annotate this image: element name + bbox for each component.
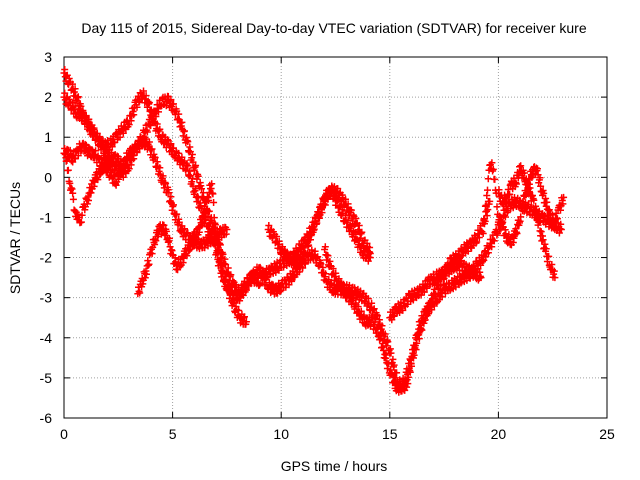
x-tick-label: 10 (273, 426, 289, 442)
point-markers (62, 149, 127, 227)
y-tick-label: 2 (44, 89, 52, 105)
point-markers (60, 135, 231, 253)
gridlines (64, 57, 607, 418)
plot-border (63, 56, 608, 419)
y-tick-label: -3 (40, 290, 53, 306)
y-tick-label: 0 (44, 169, 52, 185)
y-tick-label: -2 (40, 250, 53, 266)
y-tick-label: -6 (40, 410, 53, 426)
point-markers (386, 257, 485, 324)
x-tick-label: 25 (599, 426, 615, 442)
series-track-7 (321, 197, 494, 395)
axes (63, 56, 608, 419)
series-track-9 (494, 162, 559, 282)
x-tick-label: 0 (60, 426, 68, 442)
x-axis-title: GPS time / hours (281, 458, 388, 474)
point-markers (321, 197, 494, 395)
tick-labels: 0 5 10 15 20 25 -6 -5 -4 -3 -2 -1 0 1 2 3 (40, 49, 615, 442)
x-tick-label: 15 (382, 426, 398, 442)
point-markers (264, 182, 374, 269)
y-tick-label: -1 (40, 209, 53, 225)
x-tick-label: 20 (491, 426, 507, 442)
data-points (60, 66, 568, 396)
y-tick-label: -5 (40, 370, 53, 386)
series-track-3 (60, 135, 231, 253)
y-tick-label: -4 (40, 330, 53, 346)
y-axis-title: SDTVAR / TECUs (7, 182, 23, 294)
chart-title: Day 115 of 2015, Sidereal Day-to-day VTE… (81, 20, 586, 36)
series-track-4 (62, 149, 127, 227)
series-track-6 (264, 182, 374, 269)
series-track-10 (386, 257, 485, 324)
point-markers (494, 162, 559, 282)
x-tick-label: 5 (169, 426, 177, 442)
y-tick-label: 3 (44, 49, 52, 65)
y-tick-label: 1 (44, 129, 52, 145)
